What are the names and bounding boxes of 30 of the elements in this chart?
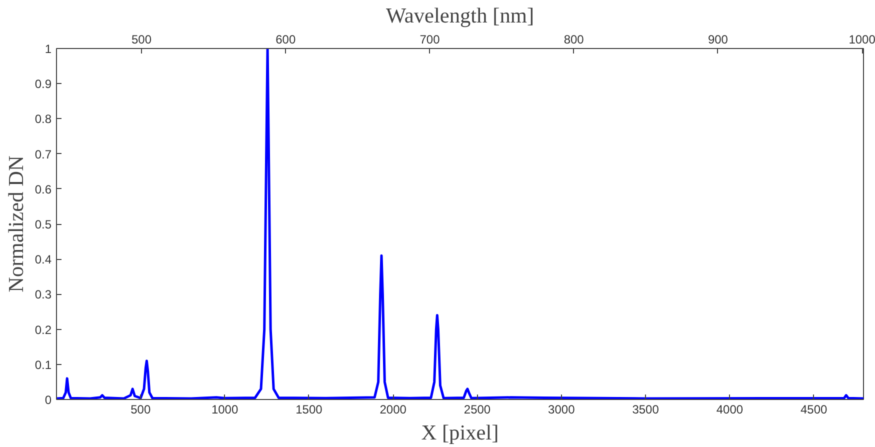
- y-tick-label: 0.7: [34, 147, 52, 162]
- x-tick-label: 3000: [548, 402, 576, 416]
- y-tick-label: 0.1: [34, 358, 52, 372]
- x-tick-label: 1500: [296, 402, 323, 416]
- x-tick-label: 1000: [211, 402, 238, 416]
- x-tick-label: 4000: [716, 402, 744, 416]
- line-series: [56, 48, 864, 400]
- x-tick-label: 2500: [464, 402, 491, 416]
- x-tick-label: 4500: [800, 402, 828, 416]
- x2-tick-label: 1000: [848, 32, 875, 46]
- y-tick-label: 0.2: [34, 322, 52, 337]
- x-tick-label: 3500: [632, 402, 660, 416]
- x-axis-title: X [pixel]: [421, 420, 499, 444]
- y-tick-label: 0.9: [34, 77, 52, 92]
- x2-tick-label: 600: [276, 32, 296, 46]
- x2-axis-title: Wavelength [nm]: [386, 4, 534, 28]
- x2-tick-label: 900: [708, 32, 728, 46]
- y-tick-label: 0.4: [34, 252, 52, 267]
- x2-tick-label: 500: [132, 32, 152, 46]
- y-tick-label: 0.6: [34, 182, 52, 196]
- y-tick-label: 1: [44, 42, 52, 56]
- x-tick-label: 500: [130, 402, 151, 416]
- y-tick-label: 0.8: [34, 112, 52, 126]
- y-tick-label: 0.3: [34, 288, 52, 302]
- x2-tick-label: 700: [420, 32, 440, 46]
- x-tick-label: 2000: [380, 402, 407, 416]
- y-tick-label: 0: [44, 393, 52, 407]
- y-tick-label: 0.5: [34, 218, 52, 232]
- y-axis-title: Normalized DN: [4, 156, 28, 292]
- x2-tick-label: 800: [564, 32, 584, 46]
